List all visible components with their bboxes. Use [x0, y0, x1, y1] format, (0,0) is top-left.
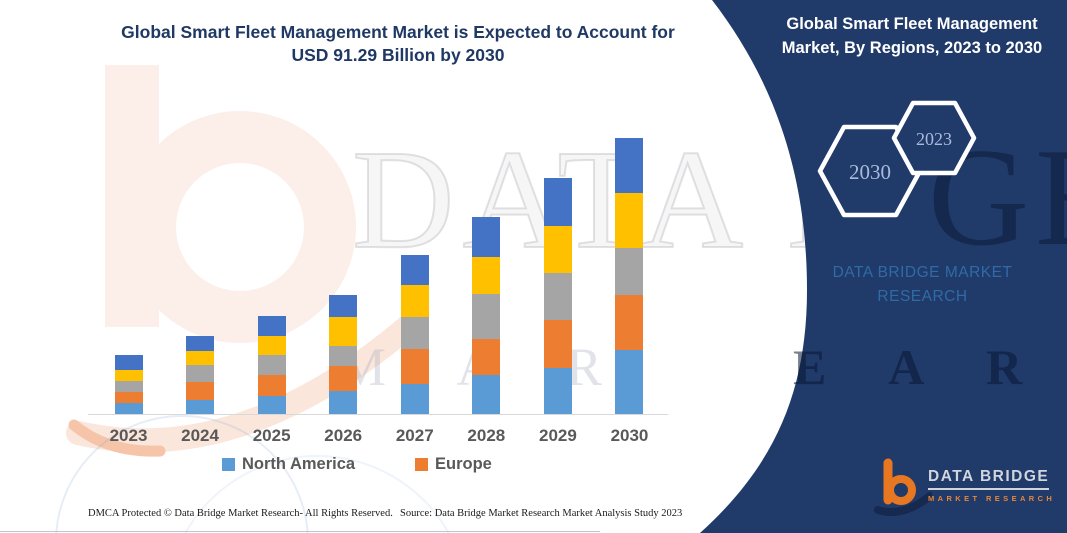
bar-2023 [114, 355, 143, 414]
bar-2030 [615, 138, 644, 414]
x-tick-label: 2026 [324, 426, 363, 445]
bar-segment [472, 375, 501, 414]
bar-2027 [400, 255, 429, 414]
bar-segment [543, 367, 572, 414]
company-logo: DATA BRIDGE MARKET RESEARCH [872, 458, 1062, 518]
x-tick-label: 2029 [538, 426, 577, 445]
bar-segment [186, 364, 215, 382]
bar-segment [257, 355, 286, 375]
panel-heading-line2: Market, By Regions, 2023 to 2030 [781, 38, 1043, 57]
legend-swatch [222, 458, 235, 471]
bar-segment [186, 381, 215, 401]
bar-segment [114, 381, 143, 392]
bar-segment [400, 384, 429, 414]
x-axis-labels: 2023 2024 2025 2026 2027 2028 2029 2030 [85, 426, 670, 450]
bar-segment [257, 395, 286, 414]
stacked-bar-plot-area [85, 120, 670, 414]
legend-item-north-america: North America [222, 455, 355, 474]
bar-2024 [186, 336, 215, 414]
bar-segment [114, 369, 143, 382]
bar-segment [400, 285, 429, 318]
bar-2026 [329, 295, 358, 414]
bar-2028 [472, 217, 501, 414]
bar-segment [257, 374, 286, 396]
legend-swatch [415, 458, 428, 471]
chart-title-line1: Global Smart Fleet Management Market is … [121, 22, 675, 42]
bar-segment [615, 248, 644, 295]
bar-segment [543, 273, 572, 321]
chart-title: Global Smart Fleet Management Market is … [88, 21, 708, 67]
bar-segment [615, 138, 644, 194]
bar-segment [186, 400, 215, 414]
legend-item-europe: Europe [415, 455, 492, 474]
x-tick-label: 2030 [610, 426, 649, 445]
panel-heading: Global Smart Fleet Management Market, By… [762, 13, 1062, 61]
logo-name-text: DATA BRIDGE [928, 468, 1050, 490]
bar-segment [329, 345, 358, 366]
chart-title-line2: USD 91.29 Billion by 2030 [291, 45, 505, 66]
bar-segment [615, 193, 644, 249]
bar-segment [329, 365, 358, 391]
bar-segment [543, 320, 572, 368]
bar-segment [114, 355, 143, 370]
logo-sub-text: MARKET RESEARCH [928, 494, 1056, 503]
brand-text-line2: RESEARCH [877, 288, 968, 306]
bar-segment [400, 349, 429, 385]
bar-segment [472, 257, 501, 295]
bar-segment [400, 255, 429, 286]
panel-heading-line1: Global Smart Fleet Management [786, 15, 1038, 33]
x-axis-line [88, 414, 668, 415]
x-tick-label: 2025 [252, 426, 291, 445]
x-tick-label: 2027 [395, 426, 434, 445]
bar-segment [186, 336, 215, 351]
hexagon-2023 [891, 100, 977, 176]
svg-text:2030: 2030 [849, 160, 891, 184]
chart-legend: North America Europe [0, 455, 720, 479]
bar-segment [114, 391, 143, 403]
bar-segment [400, 317, 429, 350]
bar-segment [257, 335, 286, 356]
bar-segment [615, 294, 644, 350]
bar-segment [329, 390, 358, 414]
logo-b-icon [874, 458, 932, 516]
bar-segment [472, 339, 501, 376]
bar-segment [543, 225, 572, 274]
bar-2029 [543, 178, 572, 414]
x-tick-label: 2024 [181, 426, 219, 445]
x-tick-label: 2023 [109, 426, 148, 445]
dmca-footer-text: DMCA Protected © Data Bridge Market Rese… [88, 508, 393, 519]
bar-2025 [257, 316, 286, 414]
bar-segment [472, 217, 501, 258]
bar-segment [186, 350, 215, 365]
bar-segment [615, 349, 644, 414]
brand-text-line1: DATA BRIDGE MARKET [832, 264, 1013, 281]
source-footer-text: Source: Data Bridge Market Research Mark… [400, 508, 683, 519]
legend-label: North America [242, 455, 356, 473]
bar-segment [472, 294, 501, 340]
bar-segment [543, 178, 572, 226]
bar-segment [114, 402, 143, 414]
bar-segment [257, 316, 286, 336]
bar-segment [329, 317, 358, 346]
hexagon-badges: 2030 2023 [817, 100, 977, 218]
legend-label: Europe [435, 455, 492, 473]
brand-text: DATA BRIDGE MARKET RESEARCH [800, 261, 1045, 309]
bottom-border-line [0, 531, 600, 532]
svg-text:2023: 2023 [916, 129, 952, 149]
bar-segment [329, 295, 358, 318]
x-tick-label: 2028 [467, 426, 506, 445]
